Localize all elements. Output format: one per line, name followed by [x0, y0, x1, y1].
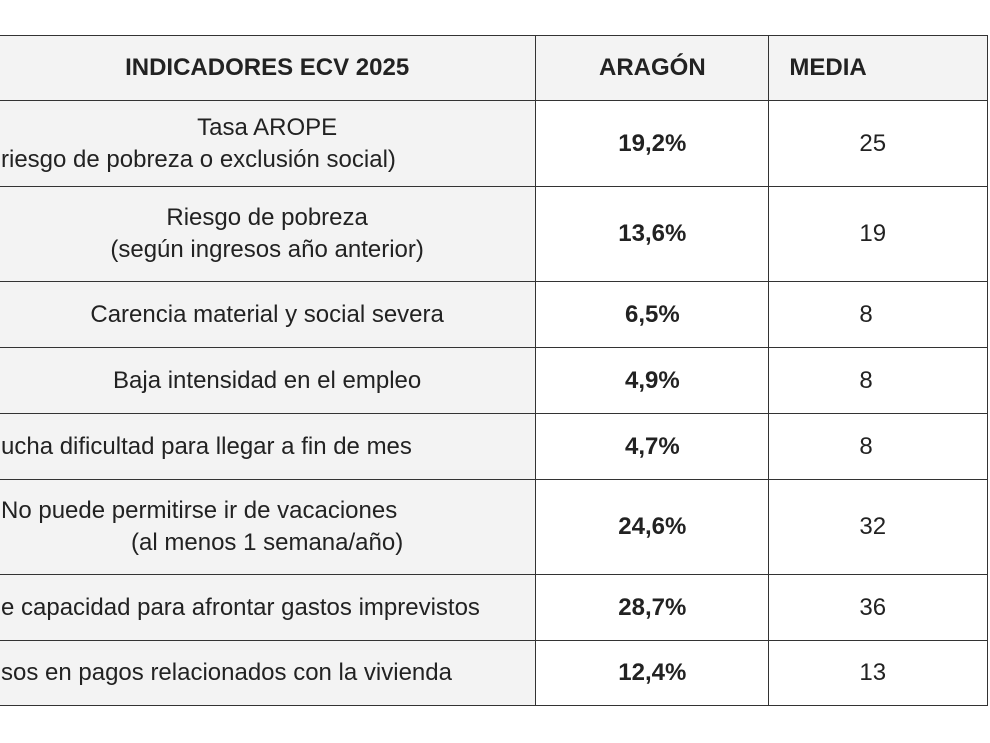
indicator-cell: sos en pagos relacionados con la viviend… — [0, 640, 537, 706]
media-value: 8 — [768, 281, 988, 348]
indicator-line: ucha dificultad para llegar a fin de mes — [1, 432, 412, 460]
indicator-cell: ucha dificultad para llegar a fin de mes — [0, 413, 537, 480]
indicator-line: Baja intensidad en el empleo — [113, 366, 422, 394]
media-value: 8 — [768, 413, 988, 480]
header-cell: INDICADORES ECV 2025 — [0, 35, 537, 101]
media-value: 13 — [768, 640, 988, 706]
media-value: 36 — [768, 574, 988, 641]
aragon-value: 24,6% — [535, 479, 770, 575]
table-row: ucha dificultad para llegar a fin de mes… — [0, 413, 988, 480]
indicator-cell: Baja intensidad en el empleo — [0, 347, 537, 414]
indicator-line: (al menos 1 semana/año) — [131, 529, 404, 556]
indicator-line: Riesgo de pobreza — [166, 204, 368, 231]
indicator-cell: Riesgo de pobreza (según ingresos año ant… — [0, 186, 537, 282]
indicator-line: riesgo de pobreza o exclusión social) — [1, 145, 396, 173]
table-row: No puede permitirse ir de vacaciones (al … — [0, 479, 988, 575]
indicator-cell: No puede permitirse ir de vacaciones (al … — [0, 479, 537, 575]
indicator-line: No puede permitirse ir de vacaciones — [1, 497, 398, 524]
aragon-value: 12,4% — [535, 640, 770, 706]
header-row: INDICADORES ECV 2025 ARAGÓN MEDIA — [0, 35, 988, 101]
aragon-value: 4,9% — [535, 347, 770, 414]
indicator-cell: e capacidad para afrontar gastos imprevi… — [0, 574, 537, 641]
aragon-value: 19,2% — [535, 100, 770, 187]
table-row: Riesgo de pobreza (según ingresos año ant… — [0, 186, 988, 282]
indicator-line: Tasa AROPE — [197, 113, 338, 141]
aragon-value: 28,7% — [535, 574, 770, 641]
indicator-line: e capacidad para afrontar gastos imprevi… — [1, 593, 480, 621]
table-row: sos en pagos relacionados con la viviend… — [0, 640, 988, 706]
indicator-line: (según ingresos año anterior) — [110, 236, 424, 263]
header-cell: ARAGÓN — [535, 35, 770, 101]
media-value: 8 — [768, 347, 988, 414]
indicator-line: Carencia material y social severa — [90, 300, 444, 328]
aragon-value: 4,7% — [535, 413, 770, 480]
table-row: Baja intensidad en el empleo 4,9% 8 — [0, 347, 988, 414]
table-row: e capacidad para afrontar gastos imprevi… — [0, 574, 988, 641]
table-row: Tasa AROPE riesgo de pobreza o exclusión … — [0, 100, 988, 187]
media-value: 25 — [768, 100, 988, 187]
indicator-cell: Tasa AROPE riesgo de pobreza o exclusión … — [0, 100, 537, 187]
indicator-line: sos en pagos relacionados con la viviend… — [1, 659, 452, 686]
media-value: 19 — [768, 186, 988, 282]
table-row: Carencia material y social severa 6,5% 8 — [0, 281, 988, 348]
header-cell: MEDIA — [768, 35, 988, 101]
aragon-value: 13,6% — [535, 186, 770, 282]
indicator-table: INDICADORES ECV 2025 ARAGÓN MEDIA Tasa AROP… — [0, 35, 988, 706]
indicator-cell: Carencia material y social severa — [0, 281, 537, 348]
media-value: 32 — [768, 479, 988, 575]
aragon-value: 6,5% — [535, 281, 770, 348]
